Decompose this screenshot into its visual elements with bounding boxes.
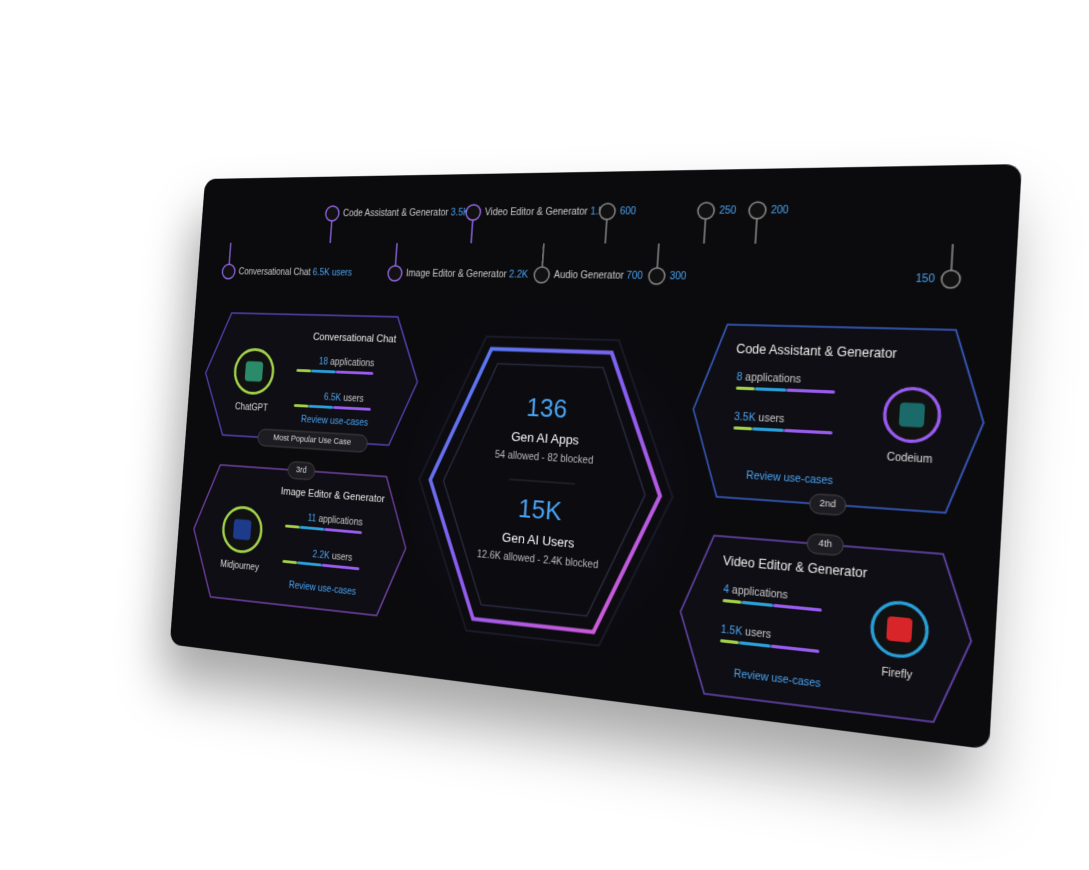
stat-label: users	[745, 626, 772, 641]
rank-label: 2nd	[819, 498, 836, 510]
timeline-category: Code Assistant & Generator	[343, 207, 450, 218]
timeline-value: 300	[669, 270, 687, 282]
dashboard-panel: Conversational Chat 6.5K users Code Assis…	[170, 164, 1022, 749]
stat-count: 18	[318, 356, 328, 367]
timeline-label: Image Editor & Generator 2.2K	[406, 268, 529, 280]
timeline-value: 6.5K users	[312, 267, 352, 278]
stat-count: 4	[723, 583, 730, 596]
stat-label: users	[758, 412, 785, 425]
timeline-icon	[941, 270, 961, 288]
timeline-label: Video Editor & Generator 1.5K	[484, 206, 610, 218]
timeline-label: 600	[620, 206, 638, 218]
timeline-value: 600	[620, 206, 638, 218]
stat: 6.5K users	[324, 392, 365, 405]
users-value: 15K	[517, 494, 562, 526]
timeline-icon	[325, 206, 339, 221]
timeline-category: Conversational Chat	[238, 267, 311, 278]
rank-label: 3rd	[296, 465, 307, 475]
stat-count: 8	[736, 371, 743, 383]
timeline-icon	[388, 266, 403, 281]
timeline-label: Audio Generator 700	[553, 269, 643, 281]
rank-label: 4th	[818, 538, 833, 550]
stat: 3.5K users	[734, 411, 785, 425]
app-logo	[245, 361, 264, 382]
stat: 8 applications	[736, 371, 801, 385]
timeline-value: 2.2K	[509, 269, 529, 280]
stat-count: 3.5K	[734, 411, 757, 424]
timeline-category: Audio Generator	[553, 269, 624, 281]
timeline-label: Conversational Chat 6.5K users	[238, 267, 352, 279]
timeline-value: 150	[915, 273, 935, 286]
timeline-value: 700	[626, 270, 644, 282]
app-logo	[233, 519, 252, 541]
app-name: Codeium	[886, 451, 932, 466]
timeline-label: 300	[669, 270, 687, 282]
stat-count: 1.5K	[720, 624, 743, 638]
stat-count: 6.5K	[324, 392, 342, 403]
timeline-label: 250	[719, 205, 737, 217]
stat-count: 11	[307, 513, 316, 524]
stat-label: applications	[330, 357, 375, 369]
timeline-category: Image Editor & Generator	[406, 268, 508, 280]
timeline-label: 150	[915, 273, 935, 286]
app-name: ChatGPT	[235, 402, 269, 414]
app-logo	[899, 402, 925, 427]
stat-label: users	[332, 551, 353, 564]
stat-label: users	[343, 393, 364, 405]
timeline-category: Video Editor & Generator	[484, 206, 588, 218]
timeline-icon	[749, 202, 767, 219]
timeline-icon	[466, 205, 481, 220]
timeline-value: 200	[771, 204, 790, 216]
timeline-icon	[222, 264, 235, 278]
stat: 18 applications	[318, 356, 374, 369]
stat-count: 2.2K	[312, 549, 330, 561]
timeline-icon	[697, 202, 714, 219]
dashboard: Conversational Chat 6.5K users Code Assis…	[170, 164, 1022, 749]
timeline-label: Code Assistant & Generator 3.5K	[343, 207, 470, 219]
timeline-icon	[648, 268, 665, 284]
timeline-label: 200	[771, 204, 790, 216]
stat-label: applications	[745, 372, 802, 386]
timeline-value: 250	[719, 205, 737, 217]
app-logo	[886, 616, 913, 643]
timeline-icon	[534, 267, 550, 283]
apps-value: 136	[526, 393, 569, 424]
timeline-track	[223, 243, 982, 244]
timeline-icon	[599, 203, 615, 219]
